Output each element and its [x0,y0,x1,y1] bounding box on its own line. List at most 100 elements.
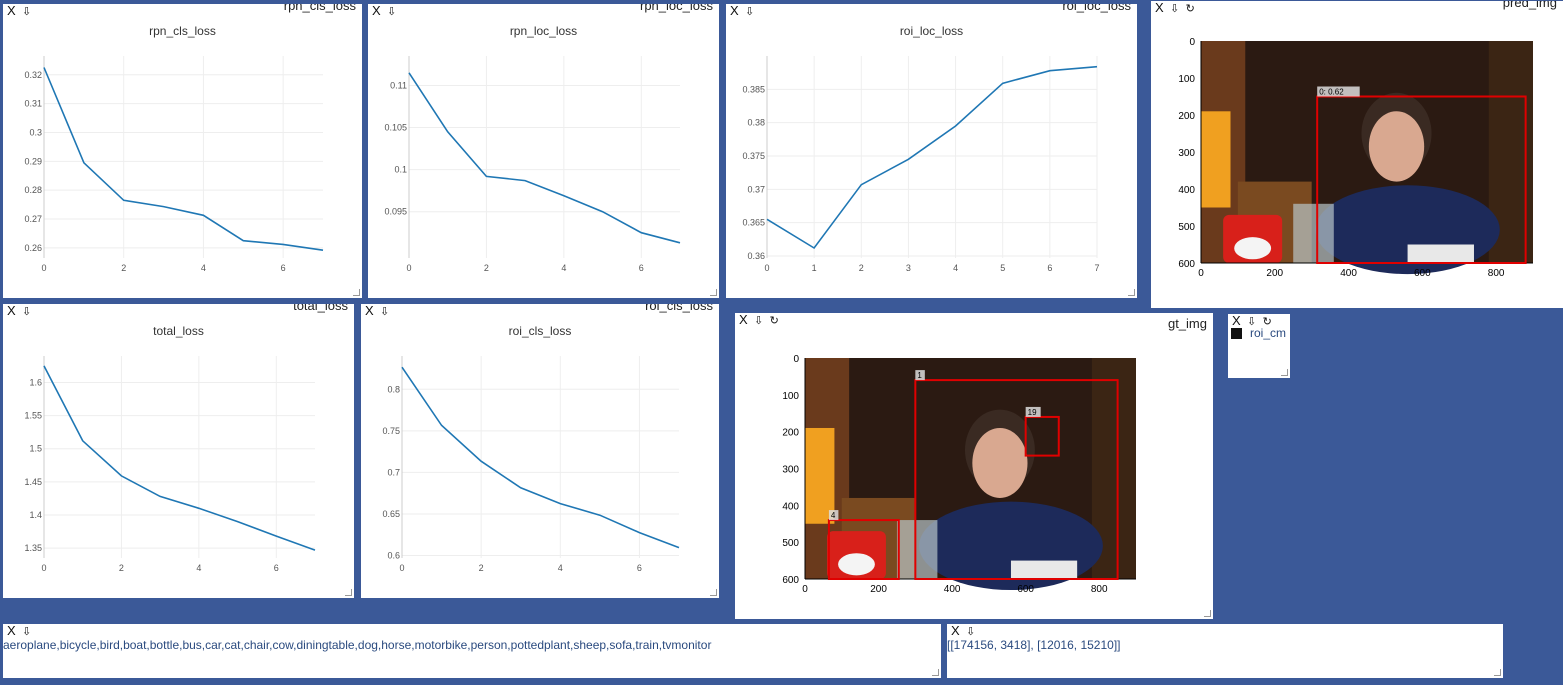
photo-scene [1201,41,1533,275]
close-icon[interactable]: X [7,4,16,18]
close-icon[interactable]: X [1155,1,1164,15]
image-y-tick-label: 600 [782,575,799,586]
y-tick-label: 0.7 [387,467,400,477]
download-icon[interactable]: ⇩ [745,5,755,18]
chart-rpn-cls-loss: rpn_cls_loss 0 2 4 6 0.26 0.27 0.28 0.29 0.3 0.31 0… [24,24,324,273]
close-icon[interactable]: X [372,4,381,18]
download-icon[interactable]: ⇩ [754,314,764,327]
pane-toolbar: X ⇩ ↻ gt_img [735,313,1213,331]
series-line [43,67,324,251]
resize-handle[interactable] [1494,669,1501,676]
y-tick-label: 1.45 [24,477,42,487]
close-icon[interactable]: X [951,624,960,638]
close-icon[interactable]: X [1232,314,1241,328]
glasses-on-table [1293,203,1334,263]
pane-classes-text[interactable]: X ⇩ aeroplane,bicycle,bird,boat,bottle,b… [3,624,941,678]
x-tick-label: 7 [1094,263,1099,273]
rpn-cm-text: [[174156, 3418], [12016, 15210]] [947,638,1121,652]
image-x-tick-label: 200 [1266,268,1283,279]
resize-handle[interactable] [710,289,717,296]
download-icon[interactable]: ⇩ [387,5,397,18]
pane-rpn-cm-text[interactable]: X ⇩ [[174156, 3418], [12016, 15210]] [947,624,1503,678]
image-y-tick-label: 200 [1178,111,1195,122]
resize-handle[interactable] [345,589,352,596]
x-tick-label: 6 [639,263,644,273]
image-y-tick-label: 400 [1178,185,1195,196]
series-line [766,65,1098,250]
pane-toolbar: X ⇩ rpn_cls_loss [3,4,362,18]
pane-rpn-loc-loss[interactable]: X ⇩ rpn_loc_loss rpn_loc_loss 0 2 4 6 0.095 0.… [368,4,719,298]
y-tick-label: 0.8 [387,384,400,394]
y-tick-label: 0.375 [742,151,765,161]
pane-roi-cm[interactable]: X ⇩ ↻ roi_cm [1228,314,1290,378]
pane-toolbar: X ⇩ ↻ pred_img [1151,1,1563,15]
paper-on-table [1407,244,1474,263]
gt-bottle-label: 4 [831,511,836,520]
y-tick-label: 0.28 [24,185,42,195]
pane-gt-img[interactable]: X ⇩ ↻ gt_img 0 100 200 300 400 500 600 0 200 400 6… [735,313,1213,619]
close-icon[interactable]: X [365,304,374,318]
close-icon[interactable]: X [739,313,748,327]
resize-handle[interactable] [932,669,939,676]
resize-handle[interactable] [710,589,717,596]
glasses-on-table [896,520,938,579]
refresh-icon[interactable]: ↻ [769,314,779,327]
download-icon[interactable]: ⇩ [966,625,976,638]
y-tick-label: 0.36 [747,251,765,261]
x-tick-label: 0 [399,563,404,573]
close-icon[interactable]: X [7,624,16,638]
y-tick-label: 0.385 [742,84,765,94]
download-icon[interactable]: ⇩ [22,5,32,18]
refresh-icon[interactable]: ↻ [1262,315,1272,328]
pane-total-loss[interactable]: X ⇩ total_loss total_loss 0 2 4 6 1.35 1.4 1.45… [3,304,354,598]
pane-roi-loc-loss[interactable]: X ⇩ roi_loc_loss roi_loc_loss 0 1 2 3 4 5 6 7 0.3… [726,4,1137,298]
chart-title: roi_cls_loss [509,324,572,338]
download-icon[interactable]: ⇩ [1170,2,1180,15]
image-y-tick-label: 200 [782,428,799,439]
resize-handle[interactable] [1281,369,1288,376]
y-tick-label: 0.31 [24,99,42,109]
y-tick-label: 0.365 [742,218,765,228]
menu-sign [1201,111,1231,208]
y-tick-label: 0.32 [24,70,42,80]
download-icon[interactable]: ⇩ [380,305,390,318]
gt-tv-label: 19 [1028,408,1037,417]
download-icon[interactable]: ⇩ [1247,315,1257,328]
refresh-icon[interactable]: ↻ [1185,2,1195,15]
x-tick-label: 4 [201,263,206,273]
pane-toolbar: X ⇩ roi_cls_loss [361,304,719,318]
download-icon[interactable]: ⇩ [22,305,32,318]
gt-bottle-box [827,519,900,580]
download-icon[interactable]: ⇩ [22,625,32,638]
pane-toolbar: X ⇩ ↻ [1228,314,1290,328]
person-face [1368,111,1425,182]
person-face [972,427,1028,498]
image-x-tick-label: 400 [1340,268,1357,279]
y-tick-label: 0.105 [384,123,407,133]
close-icon[interactable]: X [730,4,739,18]
pane-rpn-cls-loss[interactable]: X ⇩ rpn_cls_loss rpn_cls_loss 0 2 4 6 0.26 0.2… [3,4,362,298]
classes-text: aeroplane,bicycle,bird,boat,bottle,bus,c… [3,638,712,652]
y-tick-label: 0.095 [384,207,407,217]
series-line [43,365,316,551]
x-tick-label: 4 [561,263,566,273]
pane-title: roi_cls_loss [645,304,713,313]
image-y-tick-label: 500 [782,538,799,549]
image-y-tick-label: 100 [782,391,799,402]
gt-person-label-bg [915,370,925,381]
gt-tv-label-bg [1025,406,1041,417]
y-tick-label: 0.37 [747,184,765,194]
x-tick-label: 0 [406,263,411,273]
x-tick-label: 6 [281,263,286,273]
pane-pred-img[interactable]: X ⇩ ↻ pred_img 0 100 200 300 400 500 600 0 200 40… [1151,1,1563,308]
x-tick-label: 4 [558,563,563,573]
pane-title: pred_img [1502,1,1557,10]
resize-handle[interactable] [1204,610,1211,617]
pane-roi-cls-loss[interactable]: X ⇩ roi_cls_loss roi_cls_loss 0 2 4 6 0.6 0.65… [361,304,719,598]
resize-handle[interactable] [1128,289,1135,296]
close-icon[interactable]: X [7,304,16,318]
resize-handle[interactable] [353,289,360,296]
x-tick-label: 2 [479,563,484,573]
